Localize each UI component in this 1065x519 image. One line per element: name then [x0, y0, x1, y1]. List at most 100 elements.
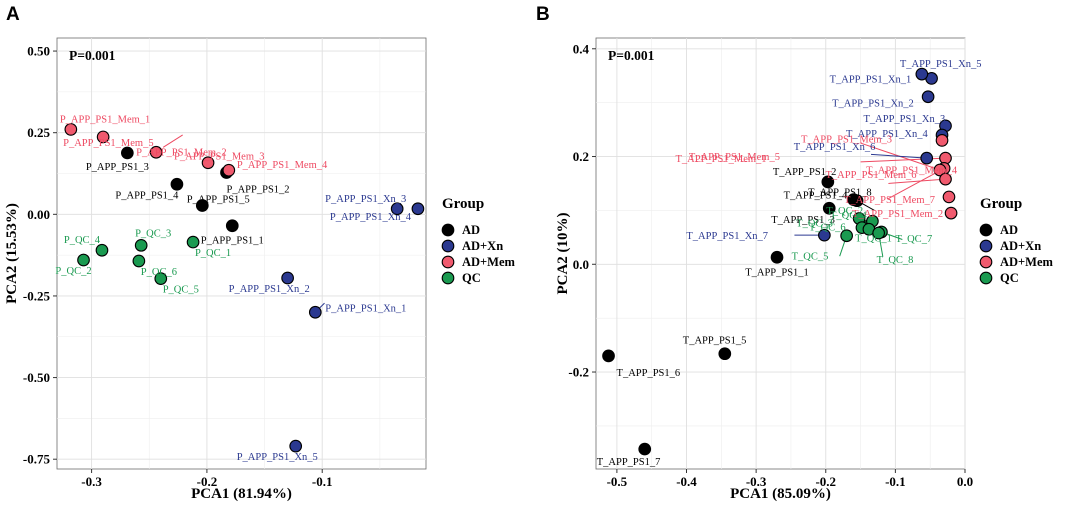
y-tick-label-a: 0.50	[27, 44, 50, 59]
legend-label-b: AD	[1000, 223, 1018, 237]
data-point-a	[201, 156, 215, 170]
x-axis-title-a: PCA1 (81.94%)	[191, 486, 292, 502]
point-label-b: T_APP_PS1_2	[773, 167, 837, 178]
point-label-b: T_QC_1	[855, 234, 892, 245]
x-tick-label-b: -0.1	[885, 474, 906, 489]
data-point-a	[308, 305, 322, 319]
y-tick-label-b: 0.0	[573, 257, 589, 272]
x-tick-label-b: -0.3	[746, 474, 767, 489]
data-point-a	[222, 163, 236, 177]
data-point-a	[390, 202, 404, 216]
panel-a: A -0.3 -0.2 -0.1 0.50 0.25 0.00 -0.25 -0.50 -0.7…	[4, 4, 516, 502]
data-point-b	[944, 206, 958, 220]
point-label-a: P_QC_4	[64, 235, 101, 246]
data-point-a	[149, 145, 163, 159]
data-point-b	[850, 194, 864, 208]
y-tick-label-a: -0.75	[23, 452, 51, 467]
point-label-b: T_APP_PS1_Mem_5	[689, 152, 780, 163]
x-tick-label-b: -0.4	[676, 474, 697, 489]
data-point-a	[120, 146, 134, 160]
point-label-b: T_APP_PS1_7	[597, 457, 661, 468]
data-point-a	[195, 199, 209, 212]
point-label-a: P_APP_PS1_2	[227, 185, 290, 196]
point-label-b: T_QC_3	[796, 218, 833, 229]
point-label-a: P_APP_PS1_Mem_5	[63, 138, 153, 149]
data-point-b	[935, 134, 949, 147]
x-axis-title-b: PCA1 (85.09%)	[730, 486, 831, 502]
data-point-a	[170, 177, 184, 191]
x-tick-label-a: -0.2	[197, 474, 218, 489]
point-label-b: T_QC_8	[877, 255, 914, 266]
legend-label-a: QC	[462, 271, 481, 285]
legend-label-a: AD	[462, 223, 480, 237]
y-tick-label-a: 0.25	[27, 125, 50, 140]
p-value-text-b: P=0.001	[608, 48, 655, 63]
point-label-b: T_APP_PS1_Xn_4	[846, 129, 928, 140]
data-point-a	[154, 272, 168, 285]
point-label-b: T_QC_2	[826, 206, 863, 217]
point-label-a: P_QC_1	[195, 248, 231, 259]
data-point-a	[289, 439, 303, 453]
point-label-b: T_APP_PS1_Xn_5	[900, 59, 982, 70]
y-axis-title-b: PCA2 (10%)	[555, 212, 571, 294]
legend-label-b: AD+Xn	[1000, 239, 1041, 253]
point-label-b: T_APP_PS1_Mem_6	[826, 170, 917, 181]
point-label-a: P_APP_PS1_Xn_5	[237, 452, 318, 463]
point-label-b: T_APP_PS1_8	[808, 188, 872, 199]
y-axis-title-a: PCA2 (15.53%)	[4, 203, 20, 304]
data-point-b	[821, 175, 835, 189]
legend-key-a	[441, 255, 455, 269]
y-tick-label-b: -0.2	[568, 365, 589, 380]
point-label-b: T_APP_PS1_4	[784, 191, 848, 202]
point-label-b: T_QC_5	[792, 252, 829, 263]
point-label-b: T_APP_PS1_6	[617, 368, 681, 379]
data-point-a	[281, 271, 294, 285]
point-label-b: T_APP_PS1_Xn_1	[830, 74, 912, 85]
data-point-a	[64, 123, 78, 136]
plot-area-a	[56, 37, 427, 470]
point-label-a: P_APP_PS1_4	[115, 190, 179, 201]
panel-b: B -0.5 -0.4 -0.3 -0.2 -0.1 0.0 0.4 0.2 0.0 -0.2 P=…	[536, 4, 1054, 502]
data-point-a	[186, 235, 200, 249]
legend-label-a: AD+Mem	[462, 255, 516, 269]
legend-label-a: AD+Xn	[462, 239, 503, 253]
point-label-a: P_QC_6	[141, 267, 177, 278]
y-tick-label-a: -0.50	[23, 370, 50, 385]
point-label-b: T_APP_PS1_Xn_7	[686, 231, 768, 242]
data-point-b	[840, 229, 853, 243]
y-tick-label-b: 0.2	[573, 149, 589, 164]
data-point-b	[770, 250, 784, 264]
x-tick-label-b: 0.0	[957, 474, 973, 489]
point-label-b: T_APP_PS1_Xn_3	[864, 114, 946, 125]
legend-label-b: AD+Mem	[1000, 255, 1054, 269]
point-label-a: P_APP_PS1_Mem_4	[237, 160, 328, 171]
label-leader-b	[870, 153, 927, 159]
point-label-b: T_APP_PS1_Mem_7	[844, 195, 935, 206]
x-tick-label-a: -0.1	[312, 474, 333, 489]
data-point-b	[822, 201, 836, 215]
point-label-b: T_QC_7	[895, 234, 932, 245]
legend-label-b: QC	[1000, 271, 1019, 285]
point-label-b: T_APP_PS1_Mem_4	[866, 165, 958, 176]
legend-key-a	[441, 271, 455, 285]
x-tick-label-a: -0.3	[81, 474, 102, 489]
point-label-a: P_APP_PS1_Mem_2	[136, 147, 226, 158]
data-point-b	[933, 163, 947, 177]
point-label-a: P_APP_PS1_3	[86, 162, 149, 173]
point-label-b: T_APP_PS1_Mem_1	[676, 154, 767, 165]
legend-key-a	[441, 239, 455, 253]
data-point-b	[872, 226, 886, 240]
data-point-a	[132, 254, 146, 268]
point-label-b: T_APP_PS1_5	[683, 336, 747, 347]
p-value-text-a: P=0.001	[69, 48, 116, 63]
y-tick-label-a: 0.00	[27, 207, 50, 222]
point-label-a: P_APP_PS1_5	[187, 195, 250, 206]
label-leader-b	[888, 178, 946, 184]
legend-title-a: Group	[442, 196, 484, 212]
legend-key-b	[979, 271, 993, 285]
data-point-b	[638, 442, 652, 456]
point-label-a: P_APP_PS1_Xn_3	[325, 194, 406, 205]
data-point-b	[939, 172, 952, 186]
data-point-b	[915, 67, 929, 81]
